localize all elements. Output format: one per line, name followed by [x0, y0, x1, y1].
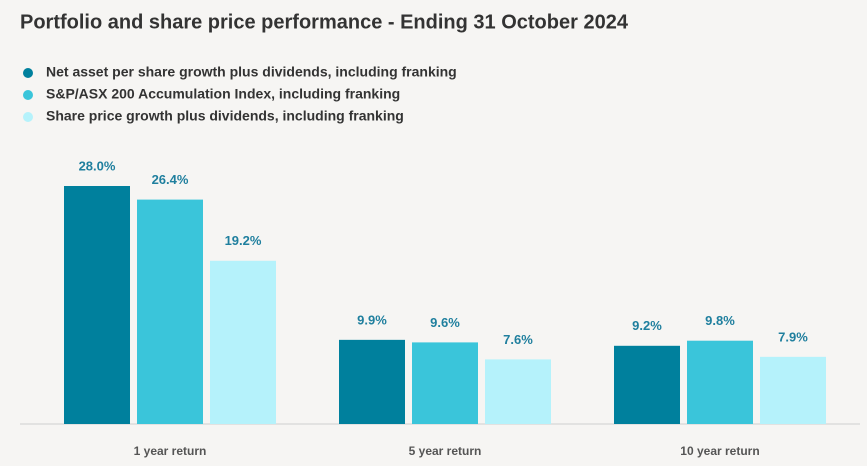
value-label: 7.6% [503, 332, 533, 347]
bar [64, 186, 130, 424]
legend-label: Share price growth plus dividends, inclu… [46, 108, 404, 124]
bar [614, 345, 680, 424]
legend-swatch [23, 90, 33, 100]
legend-swatch [23, 68, 33, 78]
value-label: 28.0% [79, 158, 116, 173]
value-label: 26.4% [152, 172, 189, 187]
chart-title: Portfolio and share price performance - … [20, 11, 629, 33]
bar [210, 260, 276, 424]
legend-swatch [23, 112, 33, 122]
value-label: 9.6% [430, 315, 460, 330]
value-label: 9.2% [632, 318, 662, 333]
bar [687, 340, 753, 424]
value-label: 9.9% [357, 312, 387, 327]
bar [137, 199, 203, 424]
x-tick-label: 5 year return [409, 444, 482, 458]
value-label: 9.8% [705, 313, 735, 328]
x-tick-label: 1 year return [134, 444, 207, 458]
bar [760, 356, 826, 424]
legend-label: Net asset per share growth plus dividend… [46, 64, 457, 80]
value-label: 7.9% [778, 329, 808, 344]
bar [339, 339, 405, 424]
legend-label: S&P/ASX 200 Accumulation Index, includin… [46, 86, 400, 102]
x-tick-label: 10 year return [680, 444, 759, 458]
bar [485, 359, 551, 424]
value-label: 19.2% [225, 233, 262, 248]
bar [412, 342, 478, 424]
